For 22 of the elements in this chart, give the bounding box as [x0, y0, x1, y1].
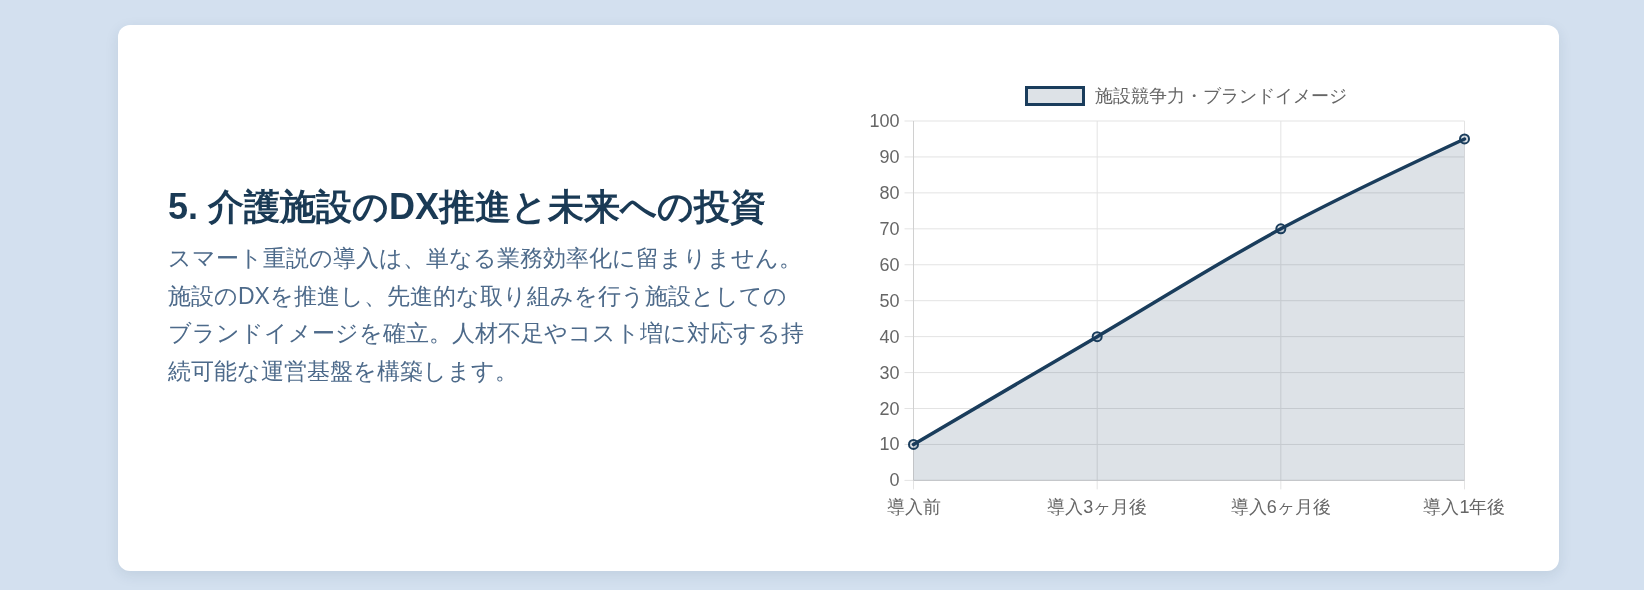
y-tick-label: 90 [879, 146, 900, 167]
y-tick-label: 50 [879, 290, 900, 311]
point [1459, 133, 1470, 145]
y-tick-label: 100 [869, 111, 900, 131]
x-tick-label: 導入1年後 [1423, 497, 1506, 517]
x-tick-label: 導入6ヶ月後 [1230, 497, 1331, 517]
x-tick-label: 導入前 [886, 497, 941, 517]
x-tick-label: 導入3ヶ月後 [1047, 497, 1148, 517]
y-tick-label: 70 [879, 218, 900, 239]
point [1275, 223, 1287, 235]
point [1091, 331, 1103, 343]
point [908, 438, 919, 450]
y-tick-label: 30 [879, 362, 900, 383]
y-tick-label: 20 [879, 398, 900, 419]
y-tick-label: 80 [879, 182, 900, 203]
y-tick-label: 60 [879, 254, 900, 275]
y-tick-label: 10 [879, 434, 900, 455]
y-tick-label: 0 [889, 470, 900, 491]
text: スマート重説の導入は、単なる業務効率化に留まりません。施設のDXを推進し、先進的な取り組みを行う施設としてのブランドイメージを確立。人材不足やコスト増に対応する持続可能な運営基盤を構築します。 [168, 244, 805, 386]
legend-label: 施設競争力・ブランドイメージ [1095, 86, 1347, 106]
y-tick-label: 40 [879, 326, 900, 347]
text: 5. 介護施設のDX推進と未来への投資 [168, 185, 767, 229]
